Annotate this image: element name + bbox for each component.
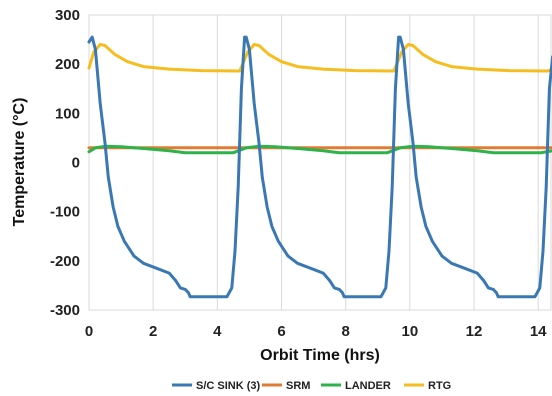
- x-tick-label: 8: [341, 323, 349, 340]
- y-tick-label: -300: [50, 302, 80, 319]
- y-tick-labels: -300 -200 -100 0 100 200 300: [50, 7, 80, 319]
- x-tick-label: 2: [149, 323, 157, 340]
- y-tick-label: -200: [50, 253, 80, 270]
- y-tick-label: 100: [55, 105, 80, 122]
- legend-label: SRM: [286, 380, 310, 392]
- legend: S/C SINK (3) SRM LANDER RTG: [172, 380, 451, 392]
- x-axis-title: Orbit Time (hrs): [260, 347, 380, 364]
- gridlines: [88, 15, 539, 310]
- legend-label: RTG: [428, 380, 451, 392]
- legend-label: S/C SINK (3): [196, 380, 261, 392]
- plot-area: [88, 14, 552, 311]
- x-tick-label: 14: [530, 323, 547, 340]
- x-tick-label: 4: [213, 323, 222, 340]
- series-line-s-c-sink-3: [87, 35, 552, 299]
- y-tick-label: 0: [72, 155, 80, 172]
- x-tick-label: 10: [401, 323, 418, 340]
- x-tick-labels: 0 2 4 6 8 10 12 14: [85, 323, 547, 340]
- x-tick-label: 0: [85, 323, 93, 340]
- y-tick-label: 200: [55, 56, 80, 73]
- y-axis-title: Temperature (°C): [11, 98, 28, 227]
- x-tick-label: 12: [466, 323, 483, 340]
- y-tick-label: 300: [55, 7, 80, 24]
- series-line-lander: [87, 144, 552, 155]
- legend-label: LANDER: [345, 380, 391, 392]
- series-line-rtg: [87, 43, 552, 73]
- x-tick-label: 6: [277, 323, 285, 340]
- series-layer: [87, 35, 552, 299]
- y-tick-label: -100: [50, 204, 80, 221]
